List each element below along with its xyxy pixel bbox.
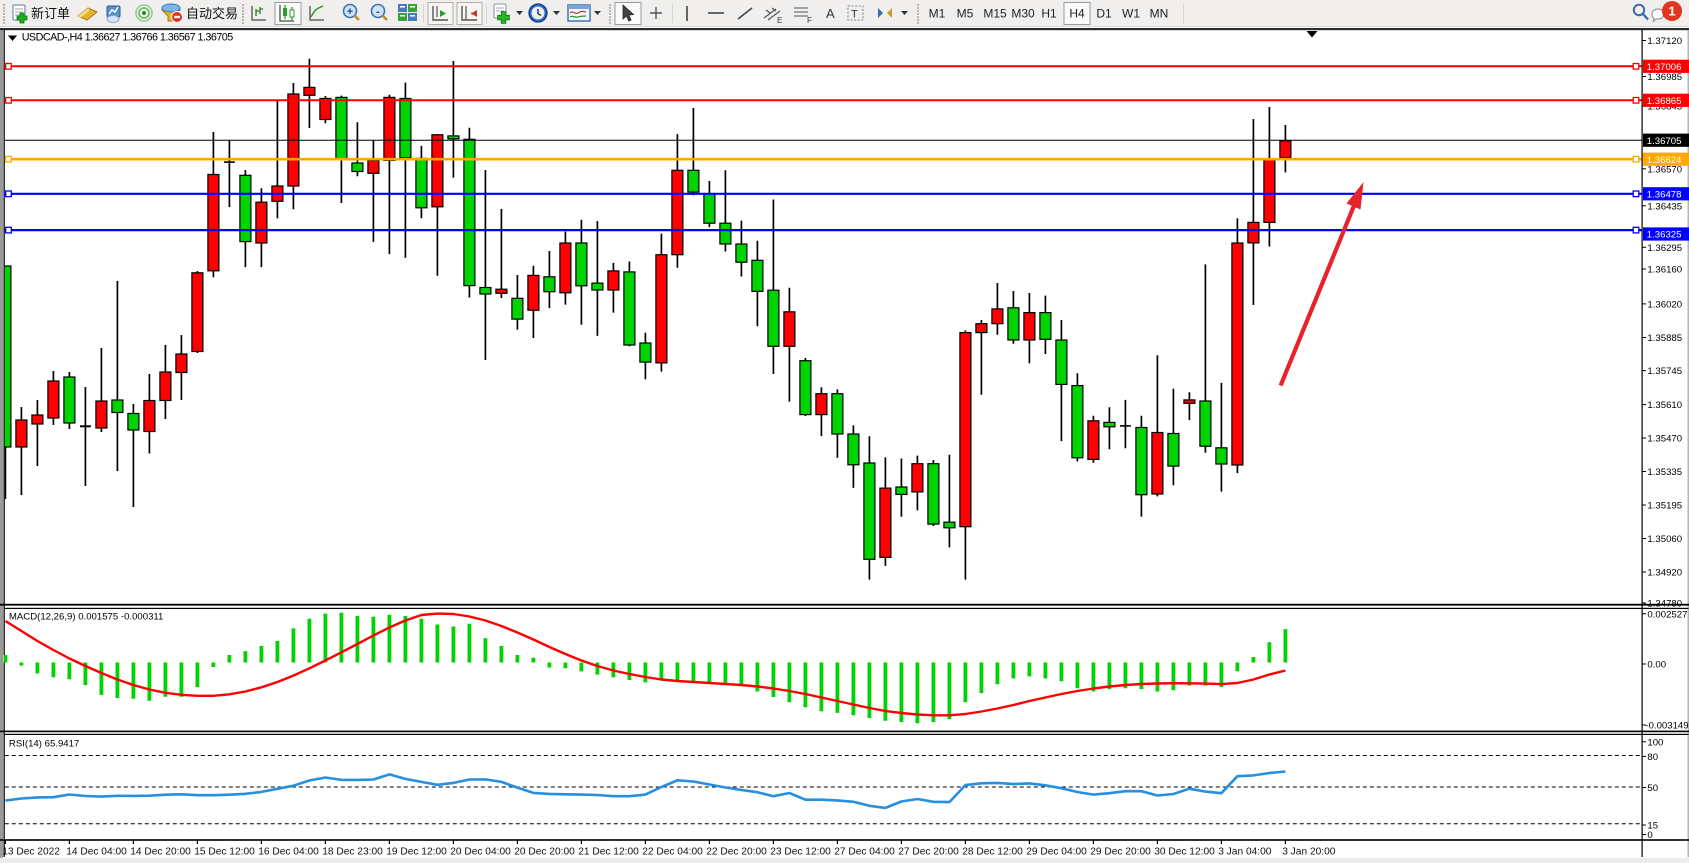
svg-text:1.36624: 1.36624	[1647, 155, 1682, 166]
svg-text:19 Dec 12:00: 19 Dec 12:00	[386, 847, 447, 858]
svg-text:27 Dec 20:00: 27 Dec 20:00	[898, 847, 959, 858]
svg-text:1.36478: 1.36478	[1647, 189, 1682, 200]
svg-text:1.36705: 1.36705	[1647, 136, 1682, 147]
svg-text:50: 50	[1647, 783, 1658, 794]
svg-text:1.34920: 1.34920	[1647, 568, 1682, 579]
svg-text:1.35335: 1.35335	[1647, 467, 1682, 478]
svg-text:W1: W1	[1122, 7, 1140, 21]
svg-text:新订单: 新订单	[31, 6, 70, 21]
svg-text:22 Dec 20:00: 22 Dec 20:00	[706, 847, 767, 858]
svg-text:D1: D1	[1096, 7, 1112, 21]
svg-text:T: T	[851, 9, 858, 21]
svg-text:0.002527: 0.002527	[1647, 609, 1687, 620]
svg-text:30 Dec 12:00: 30 Dec 12:00	[1154, 847, 1215, 858]
svg-text:16 Dec 04:00: 16 Dec 04:00	[258, 847, 319, 858]
svg-text:1.34780: 1.34780	[1647, 599, 1682, 610]
svg-text:1.35885: 1.35885	[1647, 333, 1682, 344]
svg-text:29 Dec 20:00: 29 Dec 20:00	[1090, 847, 1151, 858]
svg-text:20 Dec 20:00: 20 Dec 20:00	[514, 847, 575, 858]
svg-text:1.36020: 1.36020	[1647, 300, 1682, 311]
svg-text:RSI(14) 65.9417: RSI(14) 65.9417	[9, 739, 79, 750]
svg-text:22 Dec 04:00: 22 Dec 04:00	[642, 847, 703, 858]
svg-text:27 Dec 04:00: 27 Dec 04:00	[834, 847, 895, 858]
svg-text:1.36325: 1.36325	[1647, 230, 1682, 241]
svg-text:H1: H1	[1041, 7, 1057, 21]
svg-text:0: 0	[1647, 830, 1652, 841]
svg-text:14 Dec 04:00: 14 Dec 04:00	[66, 847, 127, 858]
svg-text:100: 100	[1647, 737, 1663, 748]
svg-text:0.00: 0.00	[1647, 660, 1666, 671]
svg-text:-: -	[376, 6, 380, 18]
svg-text:1.36295: 1.36295	[1647, 243, 1682, 254]
svg-text:M1: M1	[929, 7, 946, 21]
svg-text:+: +	[347, 6, 353, 18]
svg-text:M5: M5	[957, 7, 974, 21]
svg-text:29 Dec 04:00: 29 Dec 04:00	[1026, 847, 1087, 858]
svg-text:15 Dec 12:00: 15 Dec 12:00	[194, 847, 255, 858]
svg-text:3 Jan 04:00: 3 Jan 04:00	[1218, 847, 1272, 858]
svg-text:E: E	[777, 16, 782, 25]
svg-text:13 Dec 2022: 13 Dec 2022	[2, 847, 60, 858]
svg-text:15: 15	[1647, 821, 1658, 832]
svg-text:H4: H4	[1069, 7, 1085, 21]
svg-text:20 Dec 04:00: 20 Dec 04:00	[450, 847, 511, 858]
svg-text:14 Dec 20:00: 14 Dec 20:00	[130, 847, 191, 858]
svg-text:1.36160: 1.36160	[1647, 265, 1682, 276]
svg-text:18 Dec 23:00: 18 Dec 23:00	[322, 847, 383, 858]
svg-text:80: 80	[1647, 752, 1658, 763]
svg-text:A: A	[826, 6, 835, 21]
svg-text:1.37120: 1.37120	[1647, 36, 1682, 47]
svg-text:23 Dec 12:00: 23 Dec 12:00	[770, 847, 831, 858]
svg-text:1.35060: 1.35060	[1647, 534, 1682, 545]
svg-text:1.36845: 1.36845	[1647, 101, 1682, 112]
svg-text:MACD(12,26,9) 0.001575 -0.0003: MACD(12,26,9) 0.001575 -0.000311	[9, 612, 164, 623]
svg-text:1: 1	[1668, 4, 1675, 19]
svg-text:1.36865: 1.36865	[1647, 96, 1682, 107]
svg-text:1.35610: 1.35610	[1647, 400, 1682, 411]
svg-text:F: F	[807, 16, 812, 25]
svg-text:1.35195: 1.35195	[1647, 501, 1682, 512]
svg-text:1.36985: 1.36985	[1647, 72, 1682, 83]
svg-text:1.36570: 1.36570	[1647, 164, 1682, 175]
svg-text:28 Dec 12:00: 28 Dec 12:00	[962, 847, 1023, 858]
svg-text:1.35470: 1.35470	[1647, 434, 1682, 445]
svg-text:自动交易: 自动交易	[186, 6, 238, 21]
svg-text:M30: M30	[1011, 7, 1035, 21]
svg-text:1.35745: 1.35745	[1647, 366, 1682, 377]
svg-text:-0.003149: -0.003149	[1645, 721, 1688, 732]
svg-text:MN: MN	[1150, 7, 1169, 21]
svg-text:21 Dec 12:00: 21 Dec 12:00	[578, 847, 639, 858]
svg-text:1.36435: 1.36435	[1647, 201, 1682, 212]
svg-text:USDCAD-,H4 1.36627 1.36766 1.: USDCAD-,H4 1.36627 1.36766 1.36567 1.367…	[22, 32, 234, 44]
svg-text:1.37006: 1.37006	[1647, 62, 1682, 73]
svg-text:M15: M15	[983, 7, 1007, 21]
svg-text:3 Jan 20:00: 3 Jan 20:00	[1282, 847, 1336, 858]
